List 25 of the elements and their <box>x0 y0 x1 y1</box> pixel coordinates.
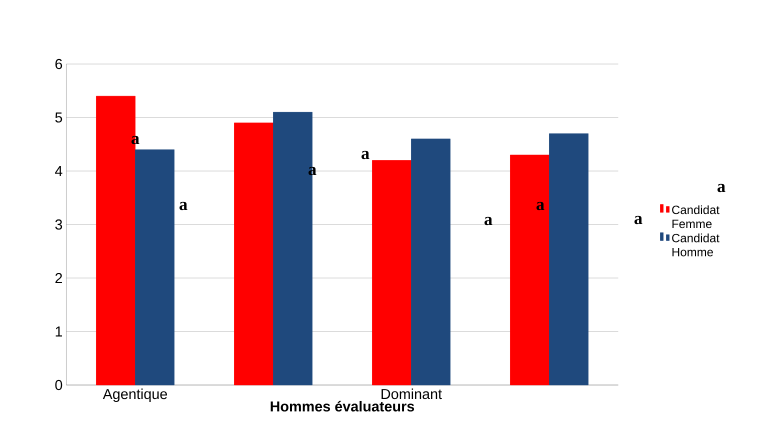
bar <box>234 122 274 386</box>
text: a <box>717 184 726 192</box>
annotation: a <box>180 202 188 210</box>
y-tick-label: 5 <box>55 112 62 123</box>
legend-label: Candidat Femme <box>672 205 720 228</box>
legend-label: Candidat Homme <box>672 234 720 256</box>
bar <box>135 149 174 386</box>
bar <box>510 154 550 386</box>
y-tick-label: 3 <box>55 219 62 230</box>
y-tick-label: 1 <box>56 326 62 336</box>
annotation: a <box>308 166 316 176</box>
annotation: a <box>362 150 370 160</box>
annotation: a <box>484 216 492 226</box>
y-tick-label: 6 <box>55 58 62 70</box>
y-tick-label: 4 <box>55 166 62 176</box>
bar <box>549 133 588 386</box>
x-tick-label: Agentique <box>102 388 168 402</box>
bar <box>411 138 450 386</box>
y-tick-label: 0 <box>55 380 62 390</box>
x-axis-title: Hommes évaluateurs <box>270 400 414 412</box>
x-tick-label: Dominant <box>382 388 442 400</box>
y-tick-label: 2 <box>55 272 62 284</box>
annotation: a <box>536 202 544 210</box>
bar <box>372 160 412 386</box>
text: a <box>634 216 642 224</box>
